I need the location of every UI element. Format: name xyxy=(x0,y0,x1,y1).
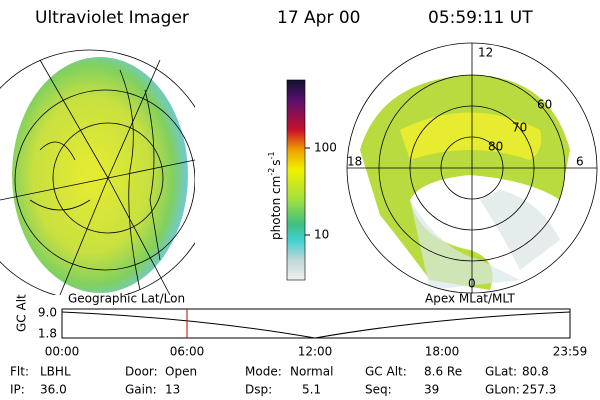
unit: photon cm xyxy=(269,176,283,240)
polar-grid xyxy=(346,42,598,294)
mlt-label: 0 xyxy=(468,277,476,291)
colorbar-tick-label: 10 xyxy=(314,228,329,242)
unit: s xyxy=(269,159,283,165)
status-value: 80.8 xyxy=(522,365,549,379)
y-tick-label: 9.0 xyxy=(38,306,57,320)
status-value: 36.0 xyxy=(40,383,67,397)
polar-image xyxy=(360,75,570,290)
status-label: GLat: xyxy=(485,365,517,379)
lat-label: 80 xyxy=(488,140,503,154)
status-value: Normal xyxy=(290,365,333,379)
mlt-label: 12 xyxy=(478,46,493,60)
status-label: GC Alt: xyxy=(365,365,407,379)
altitude-curve xyxy=(61,311,571,339)
altitude-frame xyxy=(61,308,571,339)
colorbar-label: photon cm-2 s-1 xyxy=(267,151,283,240)
panel-label: Apex MLat/MLT xyxy=(425,292,515,306)
status-label: Dsp: xyxy=(245,383,272,397)
status-label: Gain: xyxy=(125,383,157,397)
status-bar: Flt: LBHL Door: Open Mode: Normal GC Alt: 8.6 R… xyxy=(10,365,556,397)
status-value: 8.6 Re xyxy=(424,365,462,379)
x-tick-label: 06:00 xyxy=(170,345,205,359)
x-tick-label: 23:59 xyxy=(553,345,588,359)
x-tick-label: 00:00 xyxy=(45,345,80,359)
date: 17 Apr 00 xyxy=(277,8,360,28)
panel-label: Geographic Lat/Lon xyxy=(68,292,185,306)
status-label: Mode: xyxy=(245,365,282,379)
y-tick-label: 1.8 xyxy=(38,327,57,341)
colorbar xyxy=(286,79,306,281)
globe-image xyxy=(0,49,195,295)
exponent: -1 xyxy=(267,151,276,159)
status-label: Door: xyxy=(125,365,158,379)
x-tick-label: 12:00 xyxy=(298,345,333,359)
status-value: 5.1 xyxy=(302,383,321,397)
status-label: Flt: xyxy=(10,365,29,379)
lat-label: 60 xyxy=(537,98,552,112)
status-label: IP: xyxy=(10,383,25,397)
status-value: 39 xyxy=(424,383,439,397)
mlt-label: 6 xyxy=(576,155,584,169)
title: Ultraviolet Imager xyxy=(35,8,189,28)
status-label: Seq: xyxy=(365,383,392,397)
x-ticks: 00:00 06:00 12:00 18:00 23:59 xyxy=(45,345,588,359)
mlt-label: 18 xyxy=(347,155,362,169)
x-tick-label: 18:00 xyxy=(425,345,460,359)
status-value: LBHL xyxy=(40,365,71,379)
lat-label: 70 xyxy=(512,121,527,135)
exponent: -2 xyxy=(267,168,276,176)
status-label: GLon: xyxy=(485,383,520,397)
status-value: 257.3 xyxy=(522,383,556,397)
status-value: 13 xyxy=(165,383,180,397)
time: 05:59:11 UT xyxy=(428,8,533,28)
colorbar-tick-label: 100 xyxy=(314,141,337,155)
altitude-label: GC Alt xyxy=(15,294,29,332)
status-value: Open xyxy=(165,365,197,379)
